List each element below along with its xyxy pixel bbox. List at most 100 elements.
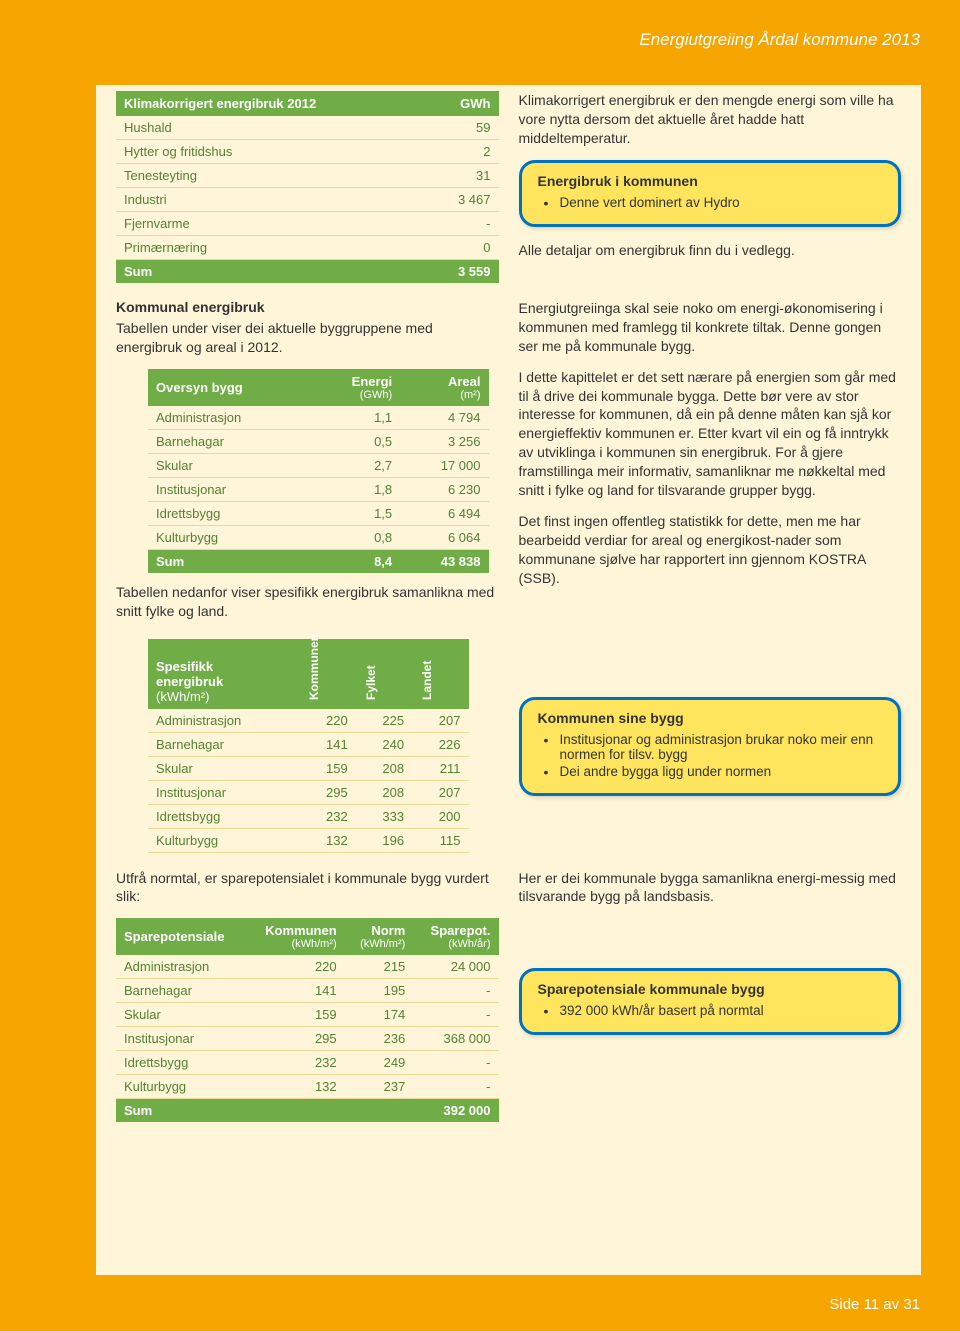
cell-v2: 6 494	[400, 501, 488, 525]
table1-header-right: GWh	[426, 91, 498, 116]
cell-v1: 159	[299, 756, 355, 780]
callout-item: Dei andre bygga ligg under normen	[542, 764, 883, 779]
sum-label: Sum	[116, 1099, 247, 1123]
cell-v1: 0,5	[311, 429, 400, 453]
cell-val: 3 467	[426, 188, 498, 212]
left2-head: Kommunal energibruk	[116, 299, 499, 315]
callout-title-3: Sparepotensiale kommunale bygg	[538, 981, 883, 997]
cell-v2: 240	[356, 732, 412, 756]
table-row: Primærnæring0	[116, 236, 499, 260]
cell-label: Tenesteyting	[116, 164, 426, 188]
cell-val: 31	[426, 164, 498, 188]
table-klimakorrigert: Klimakorrigert energibruk 2012 GWh Husha…	[116, 91, 499, 283]
callout-sparepotensiale: Sparepotensiale kommunale bygg 392 000 k…	[519, 968, 902, 1035]
table-row: Idrettsbygg232249-	[116, 1051, 499, 1075]
cell-v2: 225	[356, 709, 412, 733]
table1-header-left: Klimakorrigert energibruk 2012	[116, 91, 426, 116]
cell-v3: -	[413, 1051, 498, 1075]
cell-v3: 115	[412, 828, 468, 852]
table-row: Barnehagar141240226	[148, 732, 469, 756]
table-oversyn-bygg: Oversyn bygg Energi(GWh) Areal(m²) Admin…	[116, 369, 499, 573]
sum-label: Sum	[116, 260, 426, 284]
cell-label: Kulturbygg	[148, 525, 311, 549]
cell-v1: 2,7	[311, 453, 400, 477]
cell-label: Institusjonar	[148, 477, 311, 501]
footer-page-number: Side 11 av 31	[829, 1296, 920, 1313]
cell-v3: 211	[412, 756, 468, 780]
cell-v1: 141	[299, 732, 355, 756]
table2-h2: Energi(GWh)	[311, 369, 400, 406]
callout-item: Denne vert dominert av Hydro	[542, 195, 883, 210]
cell-label: Primærnæring	[116, 236, 426, 260]
cell-v2: 17 000	[400, 453, 488, 477]
cell-val: 59	[426, 116, 498, 140]
cell-v2: 249	[345, 1051, 414, 1075]
cell-v1: 220	[247, 955, 345, 979]
right2-p1: Energiutgreiinga skal seie noko om energ…	[519, 299, 902, 356]
table-row: Kulturbygg0,86 064	[148, 525, 489, 549]
cell-val: 0	[426, 236, 498, 260]
callout-title: Energibruk i kommunen	[538, 173, 883, 189]
cell-v2: 195	[345, 979, 414, 1003]
sum-val: 3 559	[426, 260, 498, 284]
cell-v3: -	[413, 1003, 498, 1027]
table-row: Administrasjon1,14 794	[148, 406, 489, 430]
cell-v3: -	[413, 1075, 498, 1099]
sum-v1: 8,4	[311, 549, 400, 573]
cell-v3: 200	[412, 804, 468, 828]
cell-v3: 226	[412, 732, 468, 756]
header-title: Energiutgreiing Årdal kommune 2013	[639, 30, 920, 50]
cell-label: Skular	[148, 453, 311, 477]
table3-h3: Fylket	[356, 639, 412, 709]
cell-label: Administrasjon	[148, 406, 311, 430]
cell-v1: 141	[247, 979, 345, 1003]
cell-label: Kulturbygg	[116, 1075, 247, 1099]
cell-label: Barnehagar	[148, 429, 311, 453]
cell-v1: 132	[247, 1075, 345, 1099]
right2-p2: I dette kapittelet er det sett nærare på…	[519, 368, 902, 500]
table4-h1: Sparepotensiale	[116, 918, 247, 955]
content-area: Klimakorrigert energibruk 2012 GWh Husha…	[96, 85, 921, 1275]
cell-v2: 236	[345, 1027, 414, 1051]
cell-v1: 1,8	[311, 477, 400, 501]
cell-v2: 196	[356, 828, 412, 852]
cell-v1: 159	[247, 1003, 345, 1027]
cell-label: Administrasjon	[148, 709, 299, 733]
cell-v2: 174	[345, 1003, 414, 1027]
cell-label: Idrettsbygg	[148, 501, 311, 525]
table-row: Hytter og fritidshus2	[116, 140, 499, 164]
cell-v3: -	[413, 979, 498, 1003]
cell-label: Skular	[148, 756, 299, 780]
right4-p: Her er dei kommunale bygga samanlikna en…	[519, 869, 902, 907]
table-row: Skular159174-	[116, 1003, 499, 1027]
cell-label: Hytter og fritidshus	[116, 140, 426, 164]
left2b-p: Tabellen nedanfor viser spesifikk energi…	[116, 583, 499, 621]
table-row: Barnehagar0,53 256	[148, 429, 489, 453]
cell-label: Skular	[116, 1003, 247, 1027]
table-row: Hushald59	[116, 116, 499, 140]
cell-val: -	[426, 212, 498, 236]
right2-p3: Det finst ingen offentleg statistikk for…	[519, 512, 902, 588]
left4-p: Utfrå normtal, er sparepotensialet i kom…	[116, 869, 499, 907]
callout-energibruk-kommunen: Energibruk i kommunen Denne vert dominer…	[519, 160, 902, 227]
cell-v3: 368 000	[413, 1027, 498, 1051]
cell-v2: 6 064	[400, 525, 488, 549]
right1-p2: Alle detaljar om energibruk finn du i ve…	[519, 241, 902, 260]
table4-h3: Norm(kWh/m²)	[345, 918, 414, 955]
cell-v3: 207	[412, 780, 468, 804]
table-sum-row: Sum8,443 838	[148, 549, 489, 573]
table-row: Skular2,717 000	[148, 453, 489, 477]
table3-h1: Spesifikk energibruk (kWh/m²)	[148, 639, 299, 709]
cell-v2: 4 794	[400, 406, 488, 430]
table-row: Tenesteyting31	[116, 164, 499, 188]
table-row: Idrettsbygg232333200	[148, 804, 469, 828]
cell-v2: 215	[345, 955, 414, 979]
cell-label: Fjernvarme	[116, 212, 426, 236]
table4-h2: Kommunen(kWh/m²)	[247, 918, 345, 955]
table-row: Idrettsbygg1,56 494	[148, 501, 489, 525]
cell-v3: 24 000	[413, 955, 498, 979]
cell-label: Institusjonar	[116, 1027, 247, 1051]
cell-v1: 0,8	[311, 525, 400, 549]
callout-title-2: Kommunen sine bygg	[538, 710, 883, 726]
cell-v2: 237	[345, 1075, 414, 1099]
